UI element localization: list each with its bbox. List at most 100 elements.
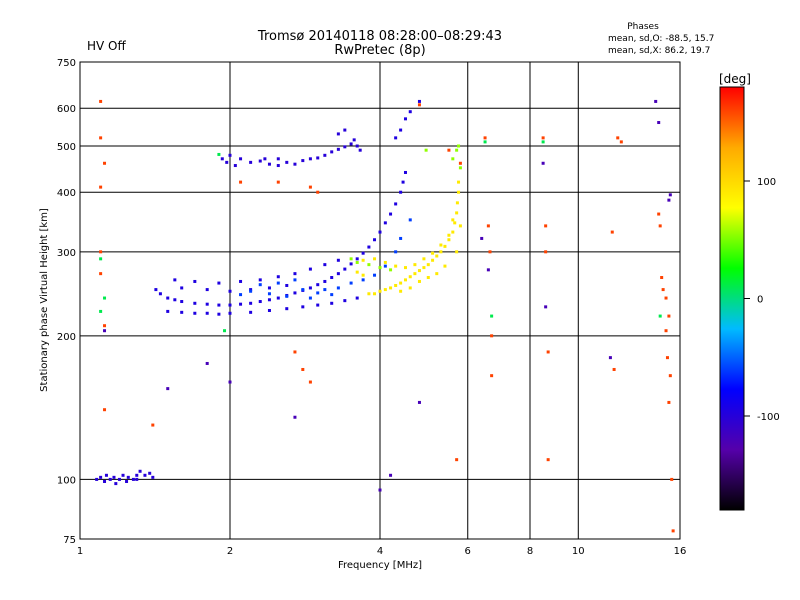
echo-point [486, 224, 490, 228]
echo-point [403, 170, 407, 174]
echo-point [205, 361, 209, 365]
echo-point [249, 301, 253, 305]
echo-point [389, 286, 393, 290]
echo-point [193, 301, 197, 305]
echo-point [394, 283, 398, 287]
echo-point [451, 218, 455, 222]
echo-point [99, 257, 103, 261]
echo-point [308, 296, 312, 300]
echo-point [455, 458, 459, 462]
echo-point [285, 160, 289, 164]
echo-point [293, 272, 297, 276]
echo-point [258, 159, 262, 163]
echo-point [220, 157, 224, 161]
echo-point [408, 275, 412, 279]
colorbar-tick-label: -100 [757, 412, 780, 423]
x-tick-label: 8 [527, 546, 533, 557]
echo-point [373, 238, 377, 242]
echo-point [457, 144, 461, 148]
echo-point [373, 292, 377, 296]
x-tick-label: 2 [227, 546, 233, 557]
echo-point [668, 374, 672, 378]
echo-point [173, 278, 177, 282]
echo-point [408, 218, 412, 222]
colorbar [719, 86, 745, 511]
echo-point [138, 469, 142, 473]
echo-point [336, 132, 340, 136]
echo-point [330, 301, 334, 305]
echo-point [455, 211, 459, 215]
echo-point [308, 185, 312, 189]
echo-point [343, 299, 347, 303]
echo-point [112, 475, 116, 479]
echo-point [451, 157, 455, 161]
echo-point [285, 307, 289, 311]
echo-point [228, 153, 232, 157]
echo-point [383, 264, 387, 268]
echo-point [488, 250, 492, 254]
echo-point [285, 283, 289, 287]
echo-point [316, 283, 320, 287]
echo-point [121, 473, 125, 477]
echo-point [657, 212, 661, 216]
echo-point [378, 230, 382, 234]
echo-point [399, 236, 403, 240]
echo-point [612, 367, 616, 371]
colorbar-label: [deg] [719, 72, 751, 86]
echo-point [355, 296, 359, 300]
echo-point [233, 164, 237, 168]
echo-point [276, 157, 280, 161]
echo-point [619, 140, 623, 144]
echo-point [99, 136, 103, 140]
echo-point [458, 224, 462, 228]
x-axis-label: Frequency [MHz] [338, 560, 422, 571]
echo-point [148, 471, 152, 475]
echo-point [378, 488, 382, 492]
echo-point [457, 190, 461, 194]
echo-point [99, 99, 103, 103]
echo-point [99, 250, 103, 254]
echo-point [267, 162, 271, 166]
grid-lines [80, 62, 680, 539]
echo-point [308, 286, 312, 290]
echo-point [399, 281, 403, 285]
echo-point [349, 142, 353, 146]
echo-point [457, 180, 461, 184]
echo-point [373, 257, 377, 261]
echo-point [435, 272, 439, 276]
echo-point [455, 148, 459, 152]
echo-point [355, 257, 359, 261]
echo-point [439, 243, 443, 247]
echo-point [355, 260, 359, 264]
echo-point [103, 408, 107, 412]
echo-point [349, 262, 353, 266]
echo-point [431, 258, 435, 262]
echo-point [285, 294, 289, 298]
echo-point [180, 286, 184, 290]
echo-point [343, 267, 347, 271]
colorbar-tick-label: 100 [757, 177, 776, 188]
echo-point [276, 275, 280, 279]
echo-point [293, 350, 297, 354]
echo-points [95, 99, 675, 533]
y-tick-label: 100 [57, 475, 76, 486]
echo-point [665, 356, 669, 360]
echo-point [403, 117, 407, 121]
echo-point [323, 279, 327, 283]
echo-point [367, 292, 371, 296]
echo-point [417, 99, 421, 103]
echo-point [103, 329, 107, 333]
y-tick-label: 300 [57, 248, 76, 259]
echo-point [308, 157, 312, 161]
echo-point [258, 278, 262, 282]
echo-point [413, 272, 417, 276]
echo-point [293, 291, 297, 295]
echo-point [541, 161, 545, 165]
echo-point [544, 305, 548, 309]
echo-point [249, 289, 253, 293]
echo-point [293, 278, 297, 282]
echo-point [361, 273, 365, 277]
echo-point [431, 251, 435, 255]
x-tick-label: 4 [377, 546, 383, 557]
echo-point [667, 400, 671, 404]
